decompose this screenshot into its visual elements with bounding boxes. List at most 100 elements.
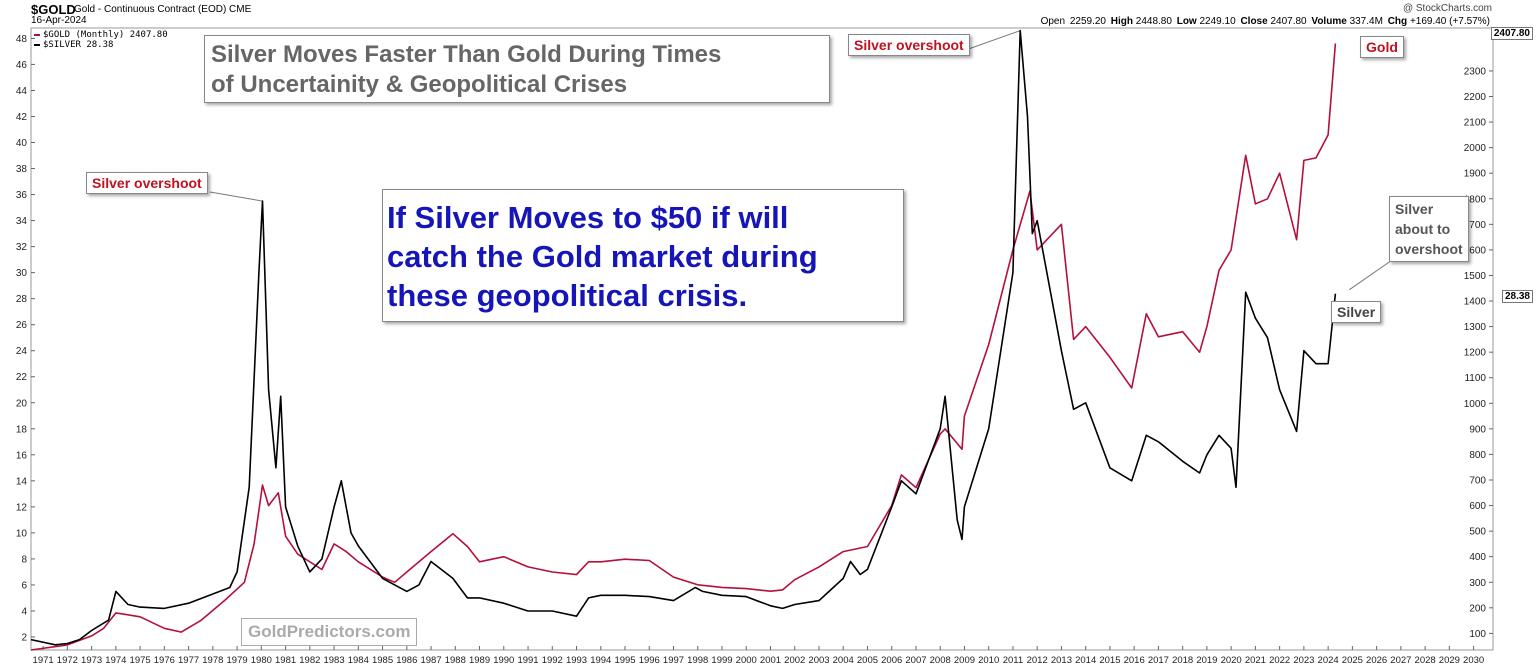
x-tick-label: 2023 (1293, 655, 1314, 666)
legend-silver-swatch (34, 43, 40, 46)
x-tick-label: 2002 (784, 655, 805, 666)
x-tick-label: 2017 (1148, 655, 1169, 666)
chg-value: +169.40 (+7.57%) (1409, 16, 1490, 27)
right-tick-label: 1600 (1464, 245, 1487, 256)
left-tick-label: 46 (16, 60, 28, 71)
x-axis: 1971 1972 1973 1974 1975 1976 1977 1978 1979 1980… (33, 646, 1484, 666)
left-tick-label: 30 (16, 268, 28, 279)
pointer-line (209, 191, 263, 202)
left-tick-label: 14 (16, 476, 28, 487)
silver-price-line (30, 29, 1337, 646)
x-tick-label: 1996 (639, 655, 660, 666)
x-tick-label: 2021 (1245, 655, 1266, 666)
x-tick-label: 2030 (1463, 655, 1484, 666)
left-tick-label: 10 (16, 528, 28, 539)
chart-date: 16-Apr-2024 (31, 15, 87, 26)
x-tick-label: 2022 (1269, 655, 1290, 666)
right-tick-label: 500 (1469, 527, 1486, 538)
left-axis: 2468101214161820222426283032343638404244… (16, 34, 35, 643)
x-tick-label: 1986 (396, 655, 417, 666)
x-tick-label: 2007 (905, 655, 926, 666)
silver-about-to-overshoot-label: Silver about to overshoot (1389, 196, 1469, 262)
left-tick-label: 42 (16, 112, 28, 123)
x-tick-label: 1979 (227, 655, 248, 666)
x-tick-label: 1973 (81, 655, 102, 666)
about-line-1: Silver (1395, 201, 1434, 217)
x-tick-label: 1976 (154, 655, 175, 666)
x-tick-label: 2011 (1003, 655, 1023, 666)
callout-line-1: If Silver Moves to $50 if will (387, 200, 789, 235)
x-tick-label: 1993 (566, 655, 587, 666)
x-tick-label: 2004 (833, 655, 854, 666)
x-tick-label: 1995 (614, 655, 635, 666)
volume-label: Volume (1311, 16, 1347, 27)
x-tick-label: 2015 (1099, 655, 1120, 666)
ohlc-readout: Open 2259.20 High 2448.80 Low 2249.10 Cl… (1041, 16, 1492, 27)
x-tick-label: 1971 (33, 655, 54, 666)
x-tick-label: 2000 (736, 655, 757, 666)
left-tick-label: 6 (21, 580, 27, 591)
close-label: Close (1240, 16, 1268, 27)
pointer-line (1349, 257, 1396, 291)
right-tick-label: 700 (1469, 475, 1486, 486)
x-tick-label: 1987 (420, 655, 441, 666)
right-tick-label: 100 (1469, 629, 1486, 640)
left-tick-label: 44 (16, 86, 28, 97)
right-tick-label: 1500 (1464, 271, 1487, 282)
left-tick-label: 34 (16, 216, 28, 227)
headline-box: Silver Moves Faster Than Gold During Tim… (204, 35, 830, 103)
x-tick-label: 1984 (348, 655, 369, 666)
left-tick-label: 12 (16, 502, 28, 513)
x-tick-label: 1989 (469, 655, 490, 666)
right-tick-label: 1900 (1464, 169, 1487, 180)
right-tick-label: 200 (1469, 603, 1486, 614)
x-tick-label: 2008 (930, 655, 951, 666)
x-tick-label: 2026 (1366, 655, 1387, 666)
legend-silver-label: $SILVER 28.38 (43, 40, 114, 50)
left-tick-label: 2 (21, 632, 27, 643)
right-tick-label: 900 (1469, 424, 1486, 435)
left-tick-label: 16 (16, 450, 28, 461)
instrument-description: Gold - Continuous Contract (EOD) CME (74, 4, 252, 15)
x-tick-label: 2018 (1172, 655, 1193, 666)
x-tick-label: 2006 (881, 655, 902, 666)
x-tick-label: 1985 (372, 655, 393, 666)
x-tick-label: 2005 (857, 655, 878, 666)
close-value: 2407.80 (1270, 16, 1307, 27)
x-tick-label: 2014 (1075, 655, 1096, 666)
symbol: $GOLD (31, 2, 76, 17)
left-tick-label: 22 (16, 372, 28, 383)
x-tick-label: 1991 (517, 655, 538, 666)
x-tick-label: 2020 (1221, 655, 1242, 666)
x-tick-label: 2013 (1051, 655, 1072, 666)
overshoot-label-2011: Silver overshoot (848, 34, 970, 56)
x-tick-label: 1981 (275, 655, 296, 666)
right-tick-label: 2300 (1464, 66, 1487, 77)
right-tick-label: 1200 (1464, 348, 1487, 359)
x-tick-label: 2028 (1415, 655, 1436, 666)
x-tick-label: 2001 (760, 655, 781, 666)
right-axis: 100 200 300 400 500 600 700 800 900 1000 1100 1200 1… (1464, 66, 1493, 640)
watermark: GoldPredictors.com (241, 618, 418, 646)
legend-gold: $GOLD (Monthly) 2407.80 (34, 30, 168, 40)
right-tick-label: 800 (1469, 450, 1486, 461)
x-tick-label: 1972 (57, 655, 78, 666)
legend-gold-swatch (34, 33, 40, 36)
x-tick-label: 1974 (105, 655, 126, 666)
left-tick-label: 24 (16, 346, 28, 357)
source-credit: @ StockCharts.com (1402, 3, 1492, 14)
right-tick-label: 1700 (1464, 220, 1487, 231)
high-value: 2448.80 (1135, 16, 1172, 27)
left-tick-label: 38 (16, 164, 28, 175)
left-tick-label: 18 (16, 424, 28, 435)
open-value: 2259.20 (1069, 16, 1106, 27)
callout-line-3: these geopolitical crisis. (387, 278, 748, 313)
x-tick-label: 1977 (178, 655, 199, 666)
right-tick-label: 1300 (1464, 322, 1487, 333)
x-tick-label: 1975 (130, 655, 151, 666)
silver-target-callout: If Silver Moves to $50 if will catch the… (382, 189, 904, 322)
headline-line-2: of Uncertainity & Geopolitical Crises (211, 71, 628, 98)
right-tick-label: 1800 (1464, 194, 1487, 205)
x-tick-label: 1994 (590, 655, 611, 666)
